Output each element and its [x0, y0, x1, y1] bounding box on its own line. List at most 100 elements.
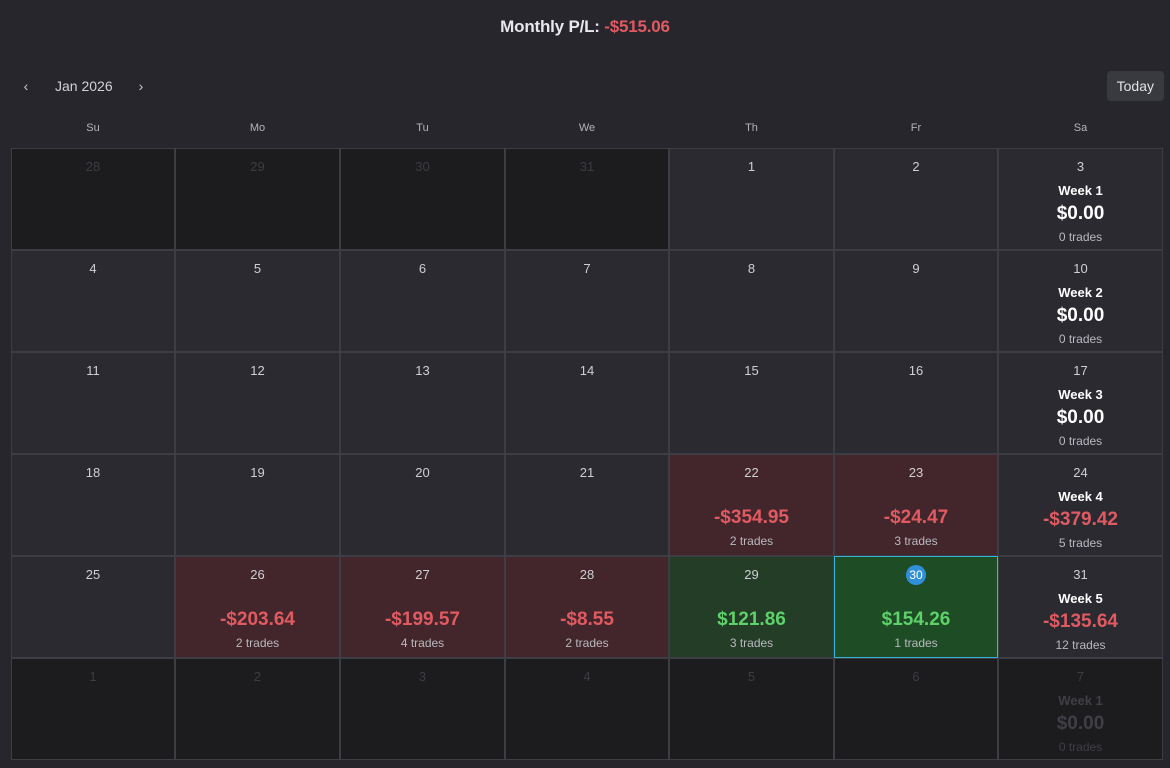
week-summary-cell[interactable]: 31 Week 5 -$135.64 12 trades [998, 556, 1163, 658]
week-summary-cell[interactable]: 24 Week 4 -$379.42 5 trades [998, 454, 1163, 556]
calendar-day[interactable]: 6 [340, 250, 505, 352]
month-navigation: ‹ Jan 2026 › Today [0, 71, 1170, 101]
calendar-day[interactable]: 5 [175, 250, 340, 352]
week-pl-amount: $0.00 [1056, 407, 1105, 428]
day-number: 8 [747, 261, 756, 276]
day-number: 20 [415, 465, 430, 480]
calendar-day[interactable]: 4 [505, 658, 669, 760]
calendar-day[interactable]: 20 [340, 454, 505, 556]
day-number: 18 [85, 465, 101, 480]
calendar-day[interactable]: 2 [175, 658, 340, 760]
day-number: 17 [1073, 363, 1088, 378]
calendar-day[interactable]: 8 [669, 250, 834, 352]
today-button[interactable]: Today [1106, 71, 1164, 101]
calendar-day-today[interactable]: 30 $154.26 1 trades [834, 556, 998, 658]
day-number: 7 [1076, 669, 1085, 684]
week-summary-cell[interactable]: 17 Week 3 $0.00 0 trades [998, 352, 1163, 454]
week-summary-cell[interactable]: 3 Week 1 $0.00 0 trades [998, 148, 1163, 250]
calendar-day[interactable]: 27 -$199.57 4 trades [340, 556, 505, 658]
day-number: 26 [250, 567, 265, 582]
day-trade-count: 3 trades [894, 534, 938, 548]
day-number: 1 [747, 159, 756, 174]
day-trade-count: 4 trades [400, 636, 445, 650]
weekday-label: We [578, 122, 596, 134]
calendar-day[interactable]: 12 [175, 352, 340, 454]
day-number: 13 [415, 363, 430, 378]
calendar-day[interactable]: 16 [834, 352, 998, 454]
calendar-day[interactable]: 28 -$8.55 2 trades [505, 556, 669, 658]
day-number: 30 [415, 159, 430, 174]
chevron-right-icon[interactable]: › [138, 78, 144, 94]
calendar-day[interactable]: 9 [834, 250, 998, 352]
day-number: 24 [1073, 465, 1088, 480]
day-pl-amount: $121.86 [717, 609, 786, 630]
day-pl-amount: -$199.57 [384, 609, 460, 630]
day-number: 6 [418, 261, 427, 276]
chevron-left-icon[interactable]: ‹ [23, 78, 29, 94]
calendar-day[interactable]: 3 [340, 658, 505, 760]
day-trade-count: 3 trades [729, 636, 774, 650]
monthly-pl-value: -$515.06 [604, 17, 670, 36]
calendar-day[interactable]: 29 [175, 148, 340, 250]
calendar-day[interactable]: 23 -$24.47 3 trades [834, 454, 998, 556]
week-summary-cell[interactable]: 10 Week 2 $0.00 0 trades [998, 250, 1163, 352]
calendar-day[interactable]: 26 -$203.64 2 trades [175, 556, 340, 658]
day-number: 5 [253, 261, 262, 276]
calendar-day[interactable]: 5 [669, 658, 834, 760]
day-number: 4 [89, 261, 97, 276]
calendar-day[interactable]: 29 $121.86 3 trades [669, 556, 834, 658]
day-number: 9 [912, 261, 920, 276]
calendar-day[interactable]: 19 [175, 454, 340, 556]
today-day-badge: 30 [906, 565, 926, 585]
monthly-pl-header: Monthly P/L: -$515.06 [0, 17, 1170, 37]
day-pl-amount: -$354.95 [713, 507, 789, 528]
week-label: Week 5 [1058, 591, 1103, 606]
day-number: 14 [579, 363, 595, 378]
calendar-day[interactable]: 21 [505, 454, 669, 556]
day-number: 29 [250, 159, 265, 174]
calendar-day[interactable]: 18 [11, 454, 175, 556]
calendar-day[interactable]: 6 [834, 658, 998, 760]
day-number: 28 [579, 567, 595, 582]
day-pl-amount: -$8.55 [560, 609, 614, 630]
calendar-day[interactable]: 1 [669, 148, 834, 250]
calendar-day[interactable]: 1 [11, 658, 175, 760]
calendar-day[interactable]: 4 [11, 250, 175, 352]
day-trade-count: 1 trades [894, 636, 938, 650]
calendar-day[interactable]: 25 [11, 556, 175, 658]
day-number: 3 [1076, 159, 1085, 174]
day-number: 1 [89, 669, 97, 684]
calendar-day[interactable]: 13 [340, 352, 505, 454]
day-number: 2 [912, 159, 920, 174]
calendar-day[interactable]: 7 [505, 250, 669, 352]
week-trade-count: 5 trades [1058, 536, 1103, 550]
monthly-pl-label: Monthly P/L: [500, 17, 600, 36]
weekday-label: Su [86, 122, 100, 134]
day-pl-amount: -$24.47 [883, 507, 949, 528]
calendar-day[interactable]: 2 [834, 148, 998, 250]
weekday-label: Th [745, 122, 758, 134]
week-label: Week 4 [1058, 489, 1103, 504]
week-pl-amount: $0.00 [1056, 713, 1105, 734]
weekday-label: Mo [249, 122, 266, 134]
day-number: 7 [583, 261, 591, 276]
day-number: 22 [744, 465, 759, 480]
day-number: 2 [253, 669, 262, 684]
calendar-day[interactable]: 22 -$354.95 2 trades [669, 454, 834, 556]
calendar-day[interactable]: 28 [11, 148, 175, 250]
weekday-label: Tu [416, 122, 429, 134]
calendar-day[interactable]: 11 [11, 352, 175, 454]
calendar-day[interactable]: 14 [505, 352, 669, 454]
calendar-day[interactable]: 15 [669, 352, 834, 454]
day-number: 16 [908, 363, 924, 378]
week-trade-count: 0 trades [1058, 332, 1103, 346]
calendar-day[interactable]: 31 [505, 148, 669, 250]
week-label: Week 1 [1058, 693, 1103, 708]
week-summary-cell[interactable]: 7 Week 1 $0.00 0 trades [998, 658, 1163, 760]
calendar-day[interactable]: 30 [340, 148, 505, 250]
day-number: 11 [86, 363, 100, 378]
day-trade-count: 2 trades [729, 534, 774, 548]
week-label: Week 1 [1058, 183, 1103, 198]
day-number: 12 [250, 363, 265, 378]
day-number: 28 [85, 159, 101, 174]
